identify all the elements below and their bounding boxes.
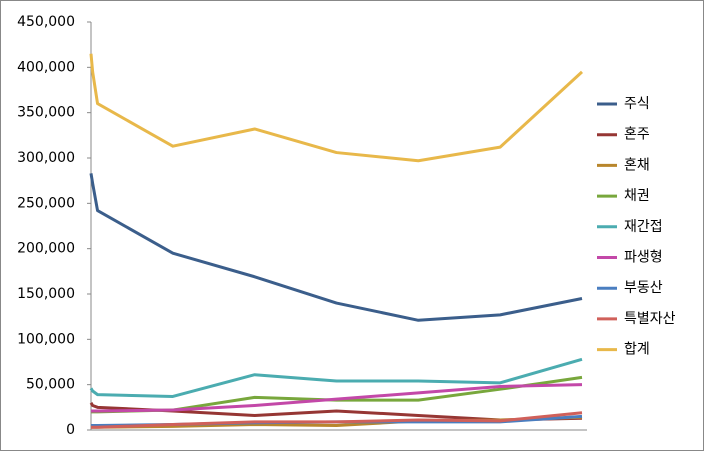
series-line	[89, 53, 584, 163]
y-tick-label: 250,000	[17, 195, 75, 211]
legend-label: 혼채	[624, 157, 650, 173]
legend-label: 재간접	[624, 219, 663, 235]
y-tick-label: 450,000	[17, 14, 75, 30]
y-tick-label: 300,000	[17, 150, 75, 166]
series-line	[89, 402, 583, 422]
series-line	[91, 411, 583, 429]
y-tick-label: 350,000	[17, 105, 75, 121]
legend-label: 부동산	[624, 280, 663, 296]
y-tick-label: 200,000	[17, 241, 75, 257]
y-tick-label: 400,000	[17, 59, 75, 75]
series-line	[91, 383, 583, 413]
legend-label: 채권	[624, 188, 650, 204]
legend-label: 혼주	[624, 127, 650, 143]
legend-label: 주식	[624, 96, 650, 112]
y-tick-label: 100,000	[17, 331, 75, 347]
y-tick-label: 50,000	[26, 377, 75, 393]
y-tick-label: 150,000	[17, 286, 75, 302]
legend-label: 파생형	[624, 250, 663, 266]
y-tick-label: 0	[66, 422, 75, 438]
legend-label: 특별자산	[624, 311, 676, 327]
series-line	[89, 173, 583, 322]
legend-label: 합계	[624, 342, 650, 358]
series-line	[89, 357, 583, 398]
